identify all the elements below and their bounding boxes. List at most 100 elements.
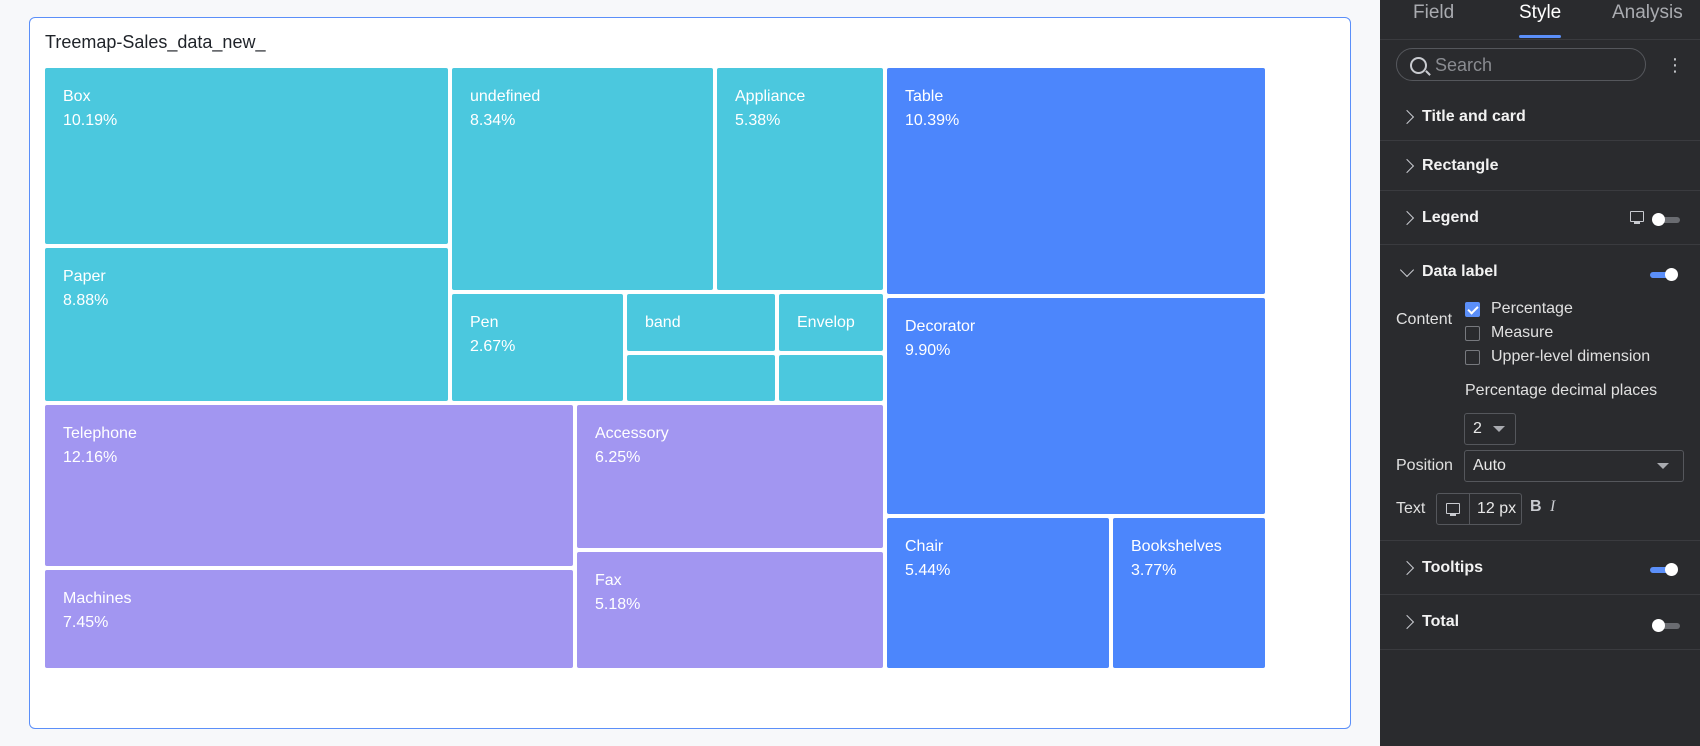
italic-button[interactable]: I	[1550, 498, 1556, 515]
decimal-places-value: 2	[1473, 420, 1482, 437]
tile-label: undefined	[470, 88, 541, 105]
tile-box[interactable]: Box 10.19%	[45, 68, 448, 244]
decimal-places-label: Percentage decimal places	[1465, 382, 1658, 399]
bold-button[interactable]: B	[1530, 498, 1542, 515]
monitor-icon[interactable]	[1630, 211, 1644, 224]
upper-level-option-label: Upper-level dimension	[1491, 348, 1651, 365]
section-label: Tooltips	[1422, 559, 1484, 576]
tile-percentage: 2.67%	[470, 338, 516, 355]
section-total[interactable]: Total	[1380, 595, 1700, 650]
tile-envelop[interactable]: Envelop	[779, 294, 883, 351]
tab-field[interactable]: Field	[1413, 2, 1455, 23]
tile-percentage: 8.34%	[470, 112, 516, 129]
caret-down-icon	[1657, 463, 1669, 469]
tile-label: Fax	[595, 572, 622, 589]
tile-bookshelves[interactable]: Bookshelves 3.77%	[1113, 518, 1265, 668]
panel-tabs: Field Style Analysis	[1380, 0, 1700, 40]
treemap: Box 10.19% Paper 8.88% undefined 8.34% A…	[45, 68, 1335, 718]
tile-paper[interactable]: Paper 8.88%	[45, 248, 448, 401]
text-size-value: 12 px	[1477, 500, 1517, 517]
search-box	[1396, 48, 1646, 81]
position-label: Position	[1396, 457, 1453, 474]
upper-level-checkbox[interactable]	[1465, 350, 1480, 365]
tile-appliance[interactable]: Appliance 5.38%	[717, 68, 883, 290]
tile-label: Pen	[470, 314, 499, 331]
caret-down-icon	[1493, 426, 1505, 432]
percentage-option-label: Percentage	[1491, 300, 1573, 317]
tile-telephone[interactable]: Telephone 12.16%	[45, 405, 573, 566]
search-input[interactable]	[1435, 53, 1635, 77]
section-label: Rectangle	[1422, 157, 1499, 174]
tile-small-1[interactable]	[627, 355, 775, 401]
tile-percentage: 10.39%	[905, 112, 960, 129]
tile-machines[interactable]: Machines 7.45%	[45, 570, 573, 668]
tile-percentage: 3.77%	[1131, 562, 1177, 579]
tile-undefined[interactable]: undefined 8.34%	[452, 68, 713, 290]
tile-accessory[interactable]: Accessory 6.25%	[577, 405, 883, 548]
tile-percentage: 12.16%	[63, 449, 118, 466]
chart-card: Treemap-Sales_data_new_ Box 10.19% Paper…	[29, 17, 1351, 729]
toggle-knob	[1652, 619, 1665, 632]
tile-label: Accessory	[595, 425, 669, 442]
section-label: Total	[1422, 613, 1460, 630]
chevron-right-icon	[1399, 158, 1415, 174]
chevron-down-icon[interactable]	[1399, 262, 1415, 278]
tile-label: Machines	[63, 590, 132, 607]
style-panel: Field Style Analysis ⋮ Title and card Re…	[1380, 0, 1700, 746]
tile-label: band	[645, 314, 681, 331]
total-toggle[interactable]	[1652, 619, 1680, 632]
tile-label: Bookshelves	[1131, 538, 1222, 555]
position-select[interactable]: Auto	[1464, 450, 1684, 482]
tile-label: Telephone	[63, 425, 137, 442]
tile-label: Decorator	[905, 318, 976, 335]
tile-label: Table	[905, 88, 944, 105]
tile-small-2[interactable]	[779, 355, 883, 401]
chevron-right-icon	[1399, 560, 1415, 576]
toggle-knob	[1652, 213, 1665, 226]
tile-fax[interactable]: Fax 5.18%	[577, 552, 883, 668]
toggle-knob	[1665, 563, 1678, 576]
text-label: Text	[1396, 500, 1426, 517]
section-data-label: Data label Content Percentage Measure Up…	[1380, 245, 1700, 541]
more-options-icon[interactable]: ⋮	[1666, 55, 1684, 75]
tile-percentage: 5.18%	[595, 596, 641, 613]
section-label: Title and card	[1422, 108, 1526, 125]
tile-percentage: 9.90%	[905, 342, 951, 359]
tooltips-toggle[interactable]	[1650, 563, 1678, 576]
tile-percentage: 8.88%	[63, 292, 109, 309]
active-tab-indicator	[1519, 35, 1561, 38]
tile-table[interactable]: Table 10.39%	[887, 68, 1265, 294]
legend-toggle[interactable]	[1652, 213, 1680, 226]
percentage-checkbox[interactable]	[1465, 302, 1480, 317]
section-tooltips[interactable]: Tooltips	[1380, 541, 1700, 595]
tile-pen[interactable]: Pen 2.67%	[452, 294, 623, 401]
data-label-toggle[interactable]	[1650, 268, 1678, 281]
chevron-right-icon	[1399, 210, 1415, 226]
section-label: Data label	[1422, 263, 1498, 280]
chevron-right-icon	[1399, 614, 1415, 630]
tile-decorator[interactable]: Decorator 9.90%	[887, 298, 1265, 514]
section-rectangle[interactable]: Rectangle	[1380, 141, 1700, 191]
tab-analysis[interactable]: Analysis	[1612, 2, 1683, 23]
tile-chair[interactable]: Chair 5.44%	[887, 518, 1109, 668]
section-label: Legend	[1422, 209, 1479, 226]
toggle-knob	[1665, 268, 1678, 281]
divider	[1469, 494, 1470, 524]
tile-band[interactable]: band	[627, 294, 775, 351]
tile-percentage: 5.44%	[905, 562, 951, 579]
tile-label: Chair	[905, 538, 944, 555]
section-legend[interactable]: Legend	[1380, 191, 1700, 245]
position-value: Auto	[1473, 457, 1506, 474]
tile-percentage: 5.38%	[735, 112, 781, 129]
tile-label: Envelop	[797, 314, 855, 331]
measure-checkbox[interactable]	[1465, 326, 1480, 341]
tab-style[interactable]: Style	[1519, 2, 1562, 23]
monitor-icon	[1446, 503, 1460, 516]
decimal-places-select[interactable]: 2	[1464, 413, 1516, 445]
search-icon	[1410, 57, 1427, 74]
tile-percentage: 10.19%	[63, 112, 118, 129]
chevron-right-icon	[1399, 109, 1415, 125]
section-title-card[interactable]: Title and card	[1380, 93, 1700, 141]
text-size-field[interactable]: 12 px	[1436, 493, 1522, 525]
content-label: Content	[1396, 311, 1453, 328]
